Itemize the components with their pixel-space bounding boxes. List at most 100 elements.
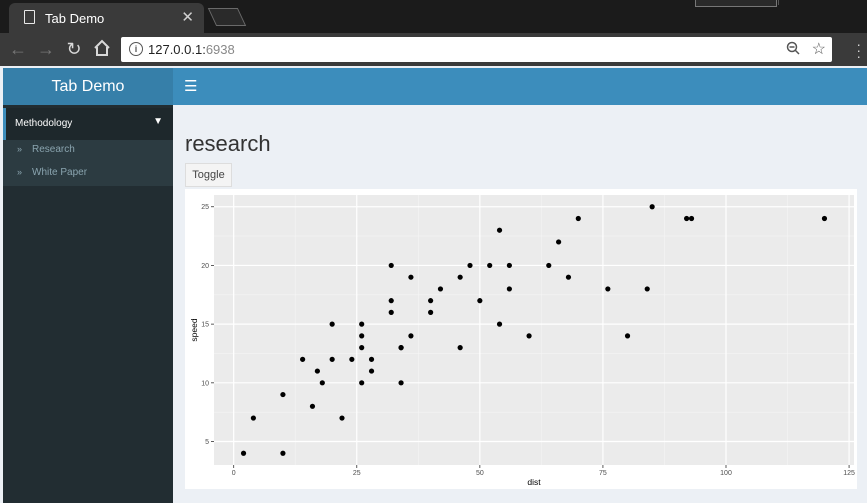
- data-point: [821, 215, 828, 222]
- data-point: [398, 345, 404, 351]
- browser-toolbar: ← → ↻ i 127.0.0.1:6938 ☆ · · ·: [0, 33, 867, 66]
- data-point: [368, 356, 375, 362]
- data-point: [398, 380, 404, 386]
- info-icon[interactable]: i: [129, 42, 143, 56]
- data-point: [556, 239, 562, 245]
- data-point: [688, 215, 695, 222]
- sidebar-item-white-paper[interactable]: » White Paper: [17, 167, 87, 178]
- x-axis-label: dist: [527, 477, 541, 487]
- scatter-plot: 0 25 50 75 100 125 5 10 15 20 25 dist speed: [189, 195, 855, 487]
- data-point: [496, 321, 503, 327]
- y-tick-label: 25: [201, 204, 209, 211]
- browser-menu-icon[interactable]: · · ·: [856, 36, 861, 64]
- back-arrow-icon[interactable]: ←: [9, 39, 27, 59]
- double-chevron-right-icon: »: [17, 167, 23, 177]
- data-point: [250, 415, 256, 421]
- data-point: [457, 345, 463, 351]
- address-bar[interactable]: i 127.0.0.1:6938 ☆: [121, 37, 832, 62]
- browser-tab[interactable]: Tab Demo ✕: [9, 3, 204, 33]
- data-point: [388, 309, 394, 315]
- data-point: [428, 309, 434, 315]
- sidebar-toggle-icon[interactable]: ☰: [184, 78, 198, 95]
- data-point: [649, 204, 655, 210]
- x-tick-label: 0: [232, 470, 236, 477]
- data-point: [605, 286, 611, 292]
- top-navbar: ☰: [173, 68, 867, 105]
- data-point: [437, 286, 444, 292]
- window-controls[interactable]: [778, 0, 867, 5]
- url-text: 127.0.0.1:6938: [148, 42, 235, 57]
- chevron-down-icon: ▼: [153, 116, 163, 127]
- profile-button[interactable]: [695, 0, 777, 7]
- bookmark-star-icon[interactable]: ☆: [811, 41, 826, 58]
- data-point: [477, 298, 483, 304]
- data-point: [309, 403, 316, 409]
- forward-arrow-icon[interactable]: →: [37, 39, 55, 59]
- browser-tabstrip: Tab Demo ✕: [0, 0, 867, 33]
- data-point: [388, 262, 394, 269]
- data-point: [526, 333, 532, 339]
- sidebar-item-research[interactable]: » Research: [17, 144, 75, 155]
- double-chevron-right-icon: »: [17, 144, 23, 154]
- data-point: [339, 415, 345, 421]
- data-point: [349, 356, 355, 362]
- data-point: [329, 356, 335, 362]
- plot-container: 0 25 50 75 100 125 5 10 15 20 25 dist speed: [185, 189, 857, 489]
- sidebar-item-methodology[interactable]: Methodology ▼: [3, 108, 173, 140]
- data-point: [506, 286, 512, 292]
- data-point: [428, 298, 434, 304]
- x-tick-label: 50: [476, 470, 484, 477]
- zoom-icon[interactable]: [786, 41, 800, 58]
- data-point: [457, 274, 463, 280]
- data-point: [319, 380, 325, 386]
- sidebar: Methodology ▼ » Research » White Paper: [3, 105, 173, 503]
- data-point: [388, 298, 394, 304]
- home-icon[interactable]: [92, 39, 112, 59]
- toggle-button[interactable]: Toggle: [185, 163, 232, 187]
- x-tick-label: 25: [353, 470, 361, 477]
- data-point: [368, 368, 375, 374]
- app-logo: Tab Demo: [3, 68, 173, 105]
- data-point: [624, 333, 631, 339]
- data-point: [329, 321, 335, 327]
- data-point: [300, 356, 306, 362]
- y-tick-label: 15: [201, 322, 209, 329]
- x-tick-label: 100: [720, 470, 732, 477]
- data-point: [359, 345, 365, 351]
- data-point: [280, 450, 286, 456]
- sidebar-item-label: White Paper: [32, 167, 88, 178]
- new-tab-button[interactable]: [207, 8, 247, 26]
- data-point: [487, 262, 493, 269]
- x-tick-label: 125: [843, 470, 855, 477]
- close-tab-icon[interactable]: ✕: [181, 9, 194, 26]
- x-tick-label: 75: [599, 470, 607, 477]
- data-point: [240, 450, 247, 456]
- data-point: [467, 262, 473, 269]
- data-point: [496, 227, 503, 233]
- data-point: [408, 333, 414, 339]
- data-point: [280, 391, 286, 398]
- data-point: [565, 274, 572, 280]
- sidebar-item-label: Research: [32, 144, 75, 155]
- data-point: [644, 286, 650, 292]
- data-point: [359, 333, 365, 339]
- data-point: [684, 215, 690, 222]
- data-point: [359, 380, 365, 386]
- y-tick-label: 10: [201, 380, 209, 387]
- plot-panel: [214, 195, 854, 465]
- page-title: research: [185, 131, 271, 156]
- sidebar-item-label: Methodology: [15, 118, 73, 129]
- reload-icon[interactable]: ↻: [66, 39, 82, 59]
- data-point: [314, 368, 320, 374]
- data-point: [506, 262, 512, 269]
- sidebar-submenu: » Research » White Paper: [3, 140, 173, 186]
- data-point: [575, 215, 581, 222]
- y-tick-label: 5: [205, 439, 209, 446]
- data-point: [546, 262, 552, 269]
- y-axis-label: speed: [189, 318, 199, 341]
- tab-title: Tab Demo: [45, 11, 105, 26]
- data-point: [408, 274, 414, 280]
- page-icon: [24, 10, 35, 24]
- data-point: [359, 321, 365, 327]
- y-tick-label: 20: [201, 263, 209, 270]
